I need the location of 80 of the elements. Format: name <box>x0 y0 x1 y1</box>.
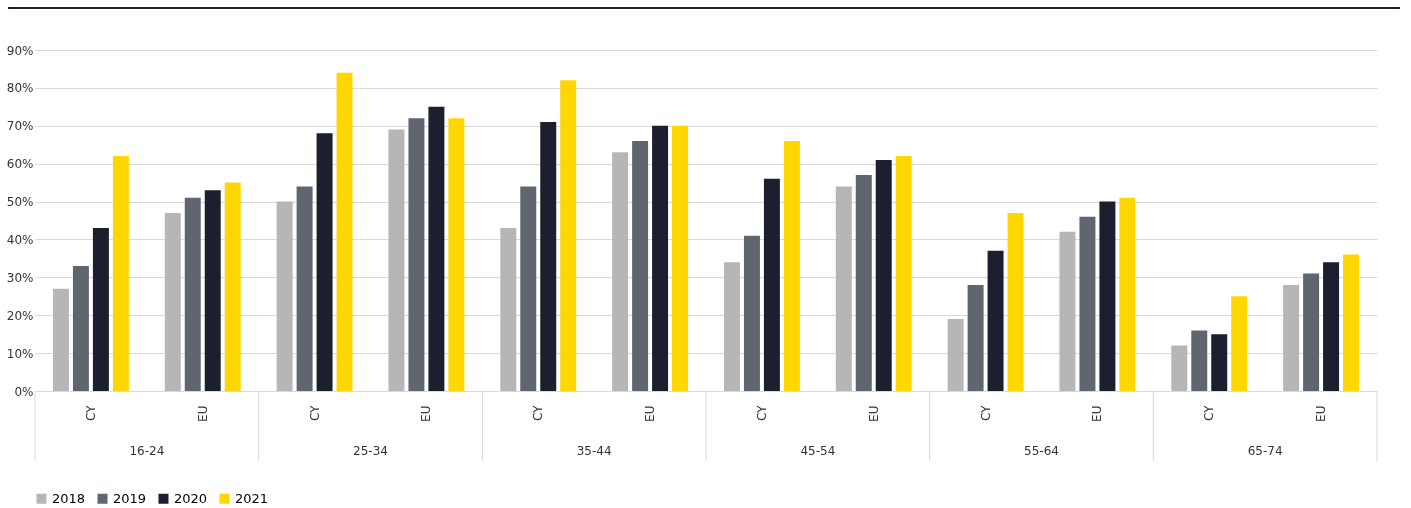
y-tick-label: 50% <box>6 195 34 210</box>
bar <box>92 228 109 391</box>
bar <box>560 80 577 391</box>
bar <box>987 250 1004 391</box>
bar <box>1119 197 1136 391</box>
x-tick-label: CY <box>83 404 98 421</box>
x-tick-label: EU <box>1090 405 1105 422</box>
x-tick-label: EU <box>643 405 658 422</box>
y-tick-label: 60% <box>6 157 34 172</box>
bar <box>652 125 669 391</box>
bar <box>408 118 425 391</box>
bar <box>723 262 740 391</box>
bar <box>1323 262 1340 391</box>
bar <box>204 190 221 391</box>
bar <box>1343 254 1360 391</box>
x-tick-label: CY <box>307 404 322 421</box>
x-tick-label: CY <box>1202 404 1217 421</box>
y-tick-label: 30% <box>6 270 34 285</box>
bar <box>783 140 800 391</box>
y-tick-label: 10% <box>6 346 34 361</box>
bar <box>500 228 517 391</box>
legend-label: 2019 <box>113 490 147 506</box>
bar <box>52 288 69 391</box>
bar <box>855 175 872 391</box>
bar <box>72 265 89 391</box>
bar <box>276 201 293 391</box>
bar <box>1079 216 1096 391</box>
text: 45-54 <box>800 444 836 458</box>
bar <box>1231 296 1248 391</box>
text: 16-24 <box>129 444 165 458</box>
bar <box>875 159 892 391</box>
x-tick-label: CY <box>531 404 546 421</box>
bar <box>448 118 465 391</box>
bar <box>1283 284 1300 391</box>
bar <box>1059 231 1076 391</box>
bar <box>835 186 852 391</box>
text: 25-34 <box>353 444 388 458</box>
bar <box>895 156 912 391</box>
bar <box>967 284 984 391</box>
y-tick-label: 80% <box>6 81 34 96</box>
bar <box>296 186 313 391</box>
bar <box>112 156 129 391</box>
bar <box>388 129 405 391</box>
text: 55-64 <box>1024 444 1059 458</box>
x-tick-label: EU <box>419 405 434 422</box>
text: 35-44 <box>576 444 612 458</box>
bar <box>520 186 537 391</box>
text: 65-74 <box>1247 444 1283 458</box>
bar <box>612 152 629 391</box>
legend-label: 2021 <box>235 490 269 506</box>
bar <box>540 121 557 391</box>
bar <box>672 125 689 391</box>
x-tick-label: EU <box>1314 405 1329 422</box>
bar <box>428 106 445 391</box>
bar <box>1303 273 1320 391</box>
x-tick-label: EU <box>195 405 210 422</box>
bar <box>763 178 780 391</box>
y-tick-label: 20% <box>6 308 34 323</box>
y-tick-label: 90% <box>6 43 34 58</box>
bar <box>743 235 760 391</box>
legend-label: 2020 <box>174 490 208 506</box>
bar <box>1007 212 1024 391</box>
bar <box>947 319 964 391</box>
bar <box>184 197 201 391</box>
bar <box>224 182 241 391</box>
bar <box>632 140 649 391</box>
bar <box>1171 345 1188 391</box>
y-tick-label: 40% <box>6 232 34 247</box>
y-tick-label: 0% <box>14 384 34 399</box>
bar <box>336 72 353 391</box>
bar <box>1211 334 1228 391</box>
x-tick-label: EU <box>866 405 881 422</box>
bar <box>1191 330 1208 391</box>
x-tick-label: CY <box>978 404 993 421</box>
bar <box>1099 201 1116 391</box>
bar <box>316 133 333 391</box>
bar <box>164 212 181 391</box>
x-tick-label: CY <box>754 404 769 421</box>
y-tick-label: 70% <box>6 119 34 134</box>
legend-label: 2018 <box>52 490 86 506</box>
